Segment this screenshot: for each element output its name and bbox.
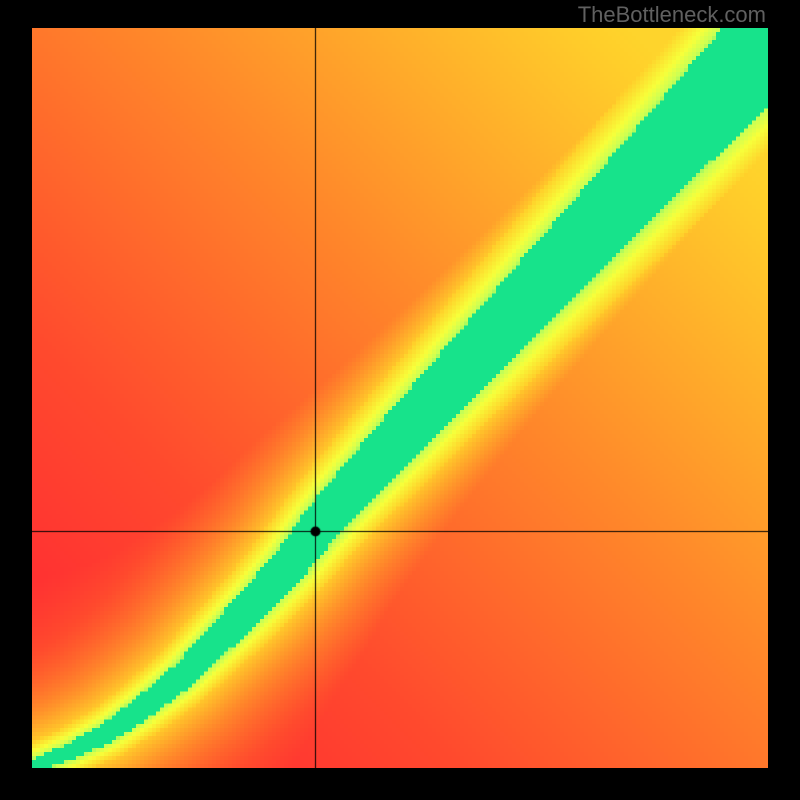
crosshair-overlay [32,28,768,768]
watermark-text: TheBottleneck.com [578,2,766,28]
chart-container: TheBottleneck.com [0,0,800,800]
